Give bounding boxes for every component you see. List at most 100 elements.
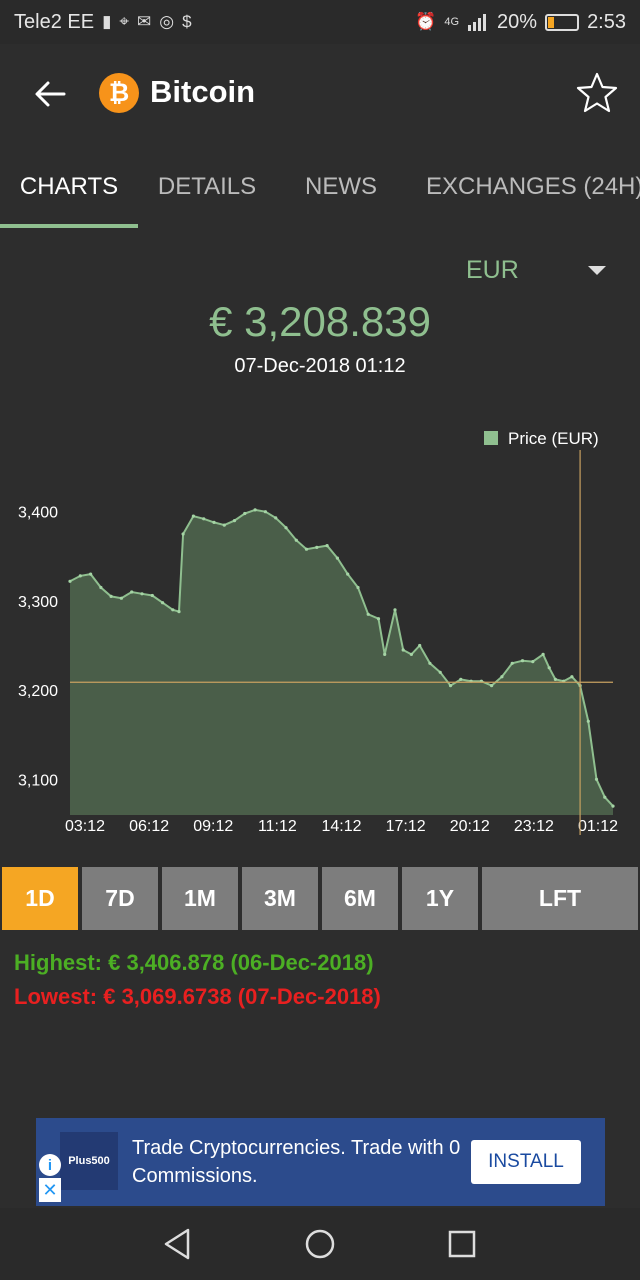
range-selector: 1D 7D 1M 3M 6M 1Y LFT: [0, 867, 640, 930]
price-point: [222, 523, 226, 527]
price-point: [393, 608, 397, 612]
price-point: [78, 574, 82, 578]
battery-level: [548, 16, 555, 28]
x-tick-label: 03:12: [65, 818, 105, 835]
price-timestamp: 07-Dec-2018 01:12: [234, 355, 406, 377]
battery-percent: 20%: [497, 10, 538, 33]
home-nav-icon[interactable]: [302, 1226, 338, 1262]
x-tick-label: 20:12: [450, 818, 490, 835]
price-point: [570, 675, 574, 679]
current-price: € 3,208.839: [209, 298, 431, 345]
range-6m-button[interactable]: 6M: [322, 867, 398, 930]
network-type-label: 4G: [444, 16, 460, 28]
price-point: [177, 610, 181, 614]
clock: 2:53: [587, 10, 626, 33]
price-point: [586, 719, 590, 723]
mail-icon: ✉: [137, 12, 152, 31]
bitcoin-logo-icon: ₿: [99, 73, 139, 113]
y-tick-label: 3,300: [18, 594, 58, 611]
app-notification-icon: ◎: [159, 12, 175, 31]
range-lifetime-button[interactable]: LFT: [482, 867, 638, 930]
signal-icon: [468, 14, 487, 31]
favorite-star-icon[interactable]: [574, 70, 620, 116]
price-point: [325, 544, 329, 548]
price-point: [171, 608, 175, 612]
tab-details[interactable]: DETAILS: [157, 173, 257, 200]
price-point: [603, 795, 607, 799]
price-point: [109, 594, 113, 598]
price-point: [335, 556, 339, 560]
alarm-icon: ⏰: [415, 12, 437, 31]
range-3m-button[interactable]: 3M: [242, 867, 318, 930]
range-1y-button[interactable]: 1Y: [402, 867, 478, 930]
price-point: [99, 585, 103, 590]
price-point: [232, 519, 237, 523]
system-nav-bar: [0, 1208, 640, 1280]
recents-nav-icon[interactable]: [444, 1226, 480, 1262]
price-point: [383, 652, 387, 656]
price-point: [459, 677, 463, 681]
price-chart[interactable]: 3,400 3,300 3,200 3,100 03:12 06:12 09:12 11:12…: [0, 420, 640, 845]
y-tick-label: 3,200: [18, 683, 58, 700]
price-point: [150, 593, 154, 598]
price-point: [346, 572, 350, 576]
x-tick-label: 01:12: [578, 818, 618, 835]
x-tick-label: 09:12: [193, 818, 233, 835]
legend-swatch: [484, 431, 498, 445]
price-point: [243, 511, 247, 516]
active-tab-indicator: [0, 224, 138, 228]
price-point: [376, 617, 381, 621]
price-point: [294, 538, 298, 542]
price-point: [594, 777, 599, 781]
tab-charts[interactable]: CHARTS: [19, 173, 119, 200]
price-point: [428, 661, 432, 665]
range-1m-button[interactable]: 1M: [162, 867, 238, 930]
ad-banner[interactable]: Plus500 Trade Cryptocurrencies. Trade wi…: [36, 1118, 605, 1206]
x-tick-label: 11:12: [258, 818, 297, 835]
price-point: [263, 510, 267, 514]
price-point: [520, 659, 525, 663]
tab-exchanges[interactable]: EXCHANGES (24H): [426, 173, 640, 200]
battery-icon: [545, 13, 580, 31]
price-point: [68, 579, 72, 583]
price-point: [611, 804, 615, 808]
currency-select[interactable]: EUR: [466, 256, 519, 284]
price-point: [553, 677, 558, 681]
price-point: [212, 520, 216, 524]
price-point: [401, 648, 405, 652]
price-point: [284, 526, 288, 530]
y-tick-label: 3,100: [18, 772, 58, 789]
location-icon: ⌖: [119, 12, 129, 31]
price-series-line: [69, 508, 614, 807]
carrier-label: Tele2 EE: [14, 10, 95, 33]
status-bar: Tele2 EE ▮ ⌖ ✉ ◎ $ ⏰ 4G 20% 2:53: [0, 0, 640, 44]
price-point: [89, 572, 93, 576]
app-bar: ₿ Bitcoin: [0, 44, 640, 144]
x-tick-label: 17:12: [386, 818, 426, 835]
tab-bar: CHARTS DETAILS NEWS EXCHANGES (24H): [0, 144, 640, 230]
lowest-price-label: Lowest: € 3,069.6738 (07-Dec-2018): [14, 984, 381, 1009]
ad-install-button[interactable]: INSTALL: [471, 1140, 581, 1184]
price-point: [448, 684, 453, 688]
price-point: [253, 508, 257, 512]
price-point: [274, 516, 278, 520]
price-point: [130, 590, 134, 594]
back-arrow-icon[interactable]: [30, 74, 70, 114]
ad-close-icon[interactable]: ✕: [39, 1178, 61, 1202]
price-point: [191, 514, 195, 518]
x-tick-label: 06:12: [129, 818, 169, 835]
range-7d-button[interactable]: 7D: [82, 867, 158, 930]
price-point: [140, 592, 144, 596]
dropdown-caret-icon[interactable]: [588, 266, 606, 275]
price-area: [70, 509, 613, 815]
price-point: [438, 670, 442, 674]
price-point: [510, 661, 514, 665]
back-nav-icon[interactable]: [160, 1226, 196, 1262]
price-point: [119, 596, 123, 600]
page-title: Bitcoin: [150, 74, 256, 109]
ad-info-icon[interactable]: i: [39, 1154, 61, 1176]
price-point: [202, 517, 206, 521]
price-point: [366, 612, 370, 616]
tab-news[interactable]: NEWS: [305, 173, 377, 200]
range-1d-button[interactable]: 1D: [2, 867, 78, 930]
